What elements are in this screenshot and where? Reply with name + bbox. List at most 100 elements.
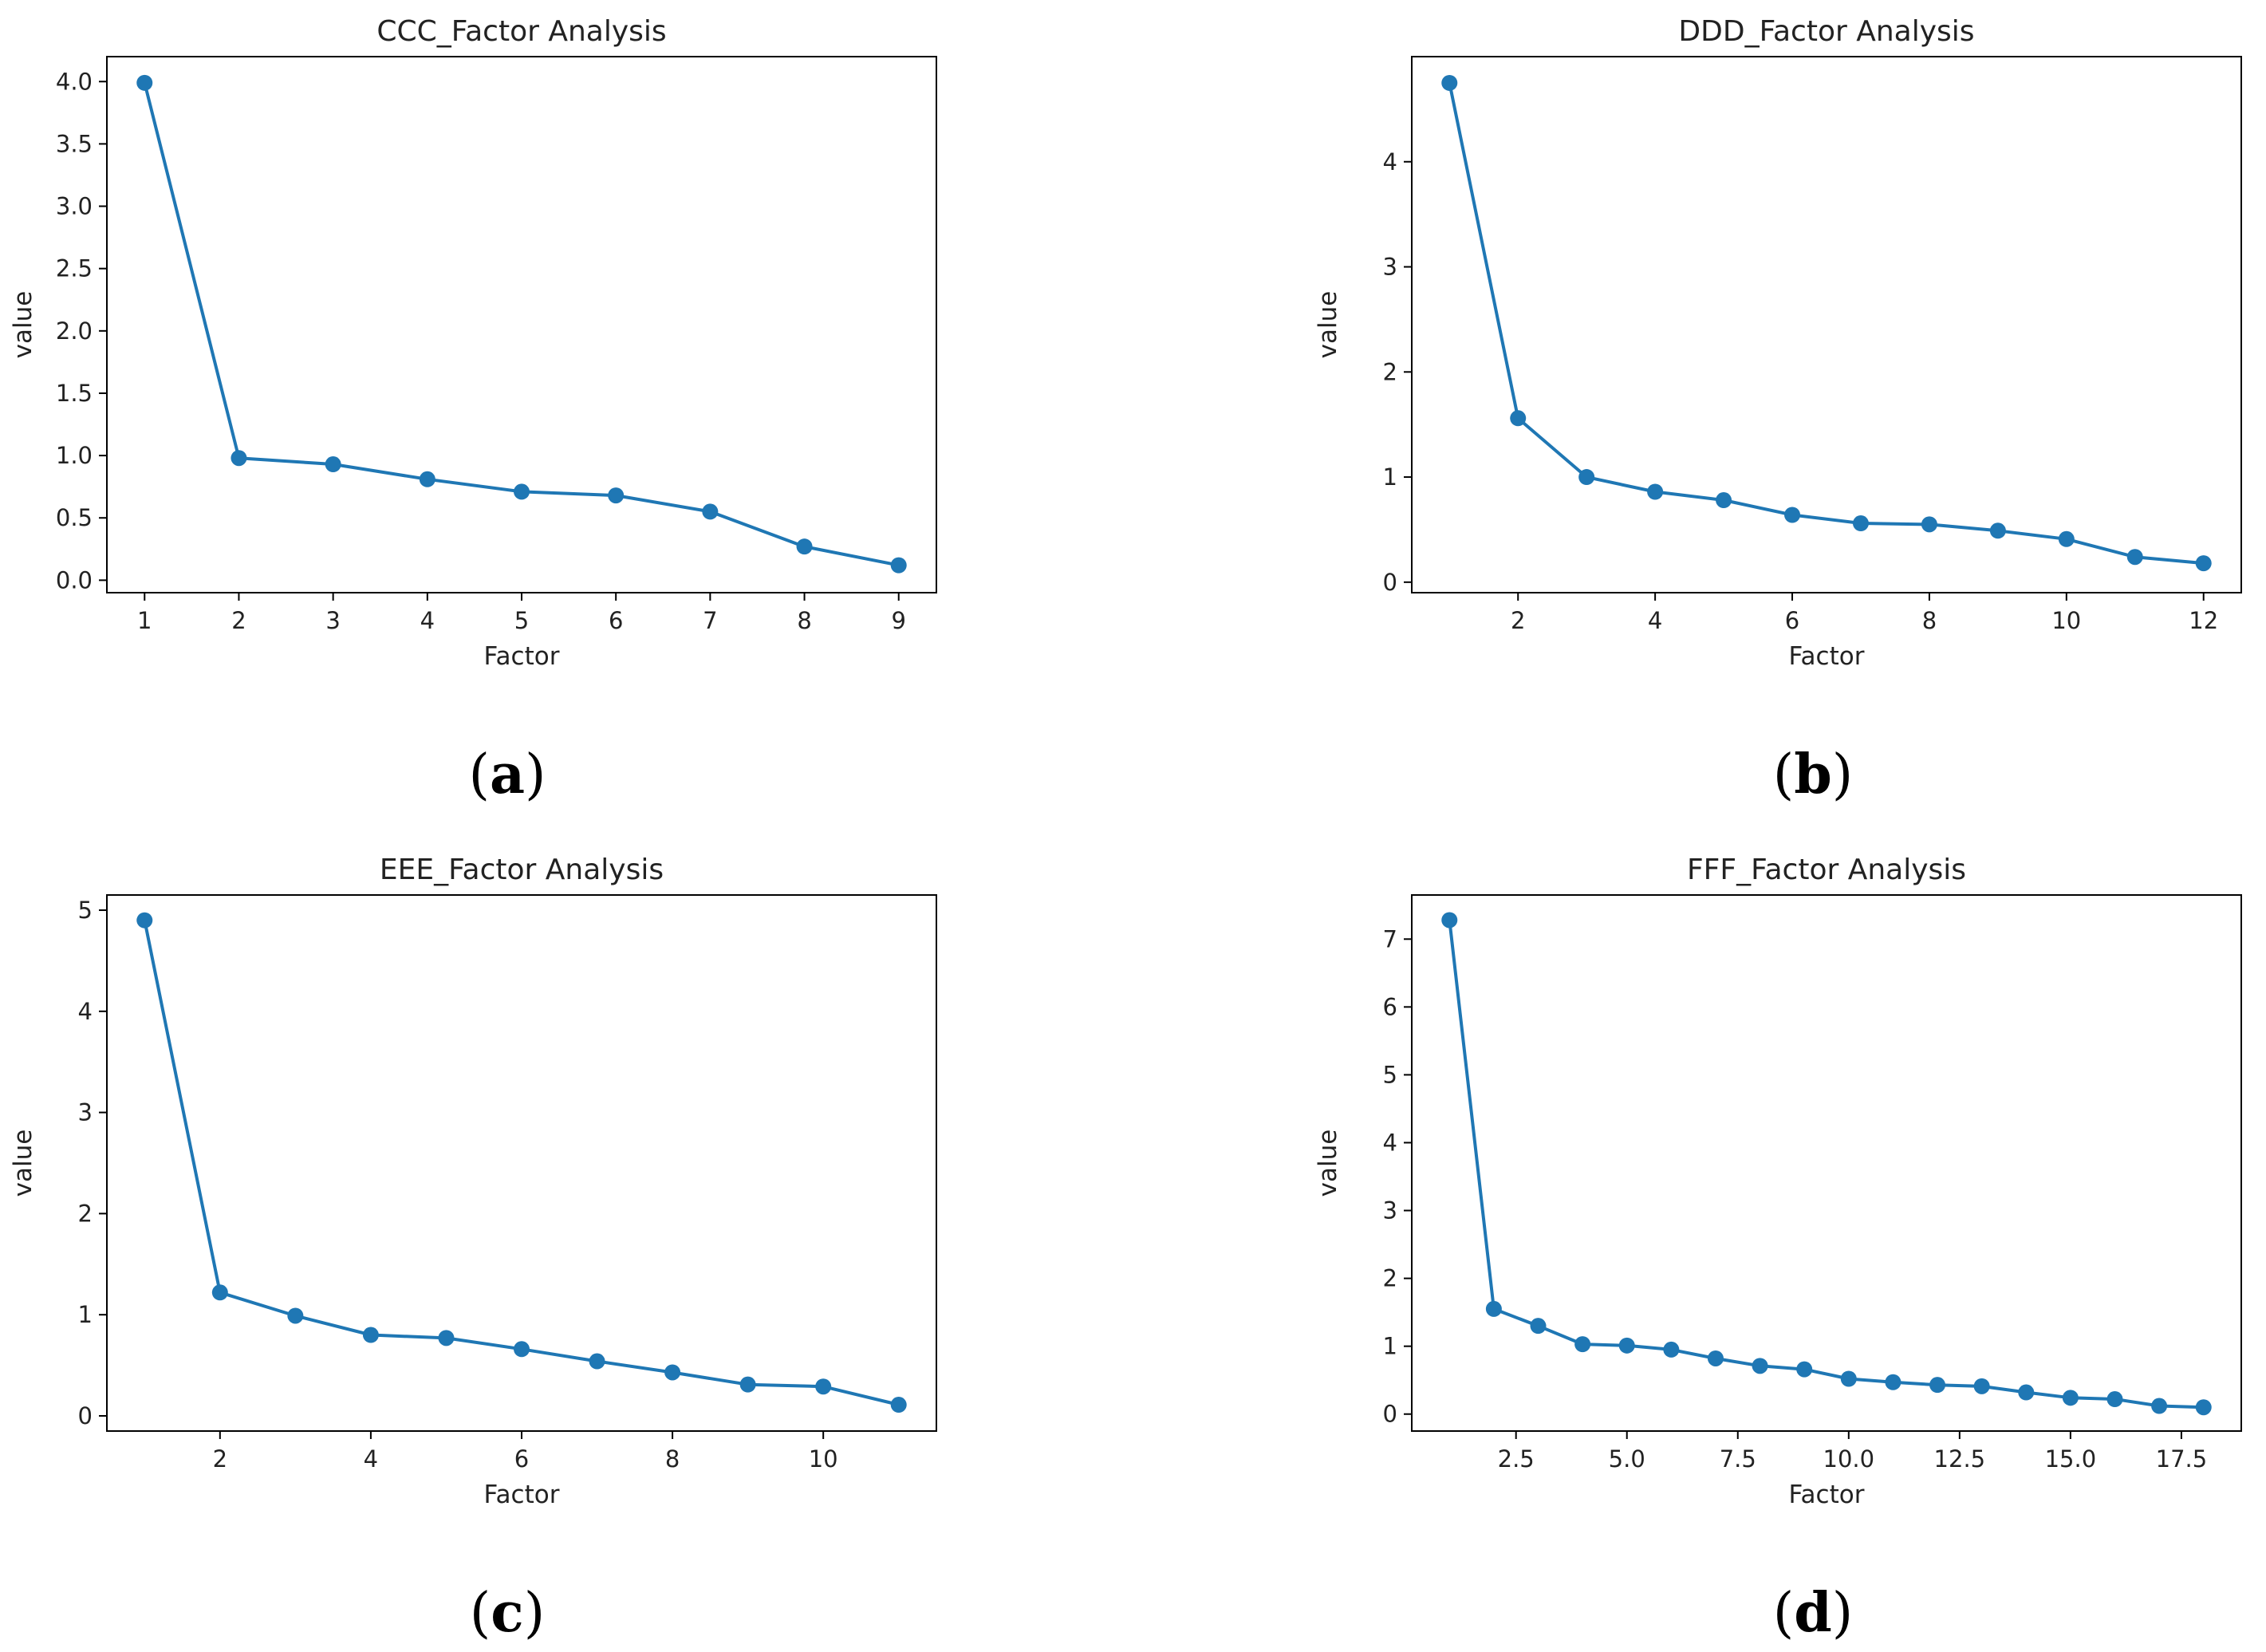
data-point [664, 1364, 681, 1381]
x-tick-label: 15.0 [2045, 1445, 2097, 1473]
data-point [1510, 410, 1527, 427]
y-tick-label: 1.5 [56, 380, 93, 407]
y-tick-label: 4 [1383, 1129, 1397, 1156]
y-tick-label: 5 [1383, 1061, 1397, 1088]
data-point [796, 538, 813, 555]
y-tick-label: 7 [1383, 925, 1397, 952]
data-point [2195, 555, 2212, 572]
y-tick-label: 1.0 [56, 442, 93, 469]
y-tick-label: 3 [1383, 1197, 1397, 1224]
x-tick-label: 4 [420, 607, 435, 634]
x-tick-label: 2 [213, 1445, 227, 1473]
y-tick-label: 5 [78, 897, 93, 924]
data-point [211, 1284, 228, 1301]
data-point [136, 74, 153, 91]
data-point [608, 487, 625, 504]
chart-panel-d: FFF_Factor Analysis Factor value 2.5 5.0 7… [1314, 854, 2242, 1645]
y-axis-label: value [1314, 1130, 1342, 1197]
data-point [2106, 1391, 2123, 1408]
data-point [1885, 1374, 1901, 1390]
chart-panel-c: EEE_Factor Analysis Factor value 2 4 6 8 10 0… [9, 854, 937, 1645]
y-tick-label: 1 [1383, 463, 1397, 491]
x-tick-label: 4 [1648, 607, 1662, 634]
data-point [514, 483, 530, 500]
data-point [1663, 1341, 1680, 1358]
data-point [739, 1376, 756, 1393]
chart-title: DDD_Factor Analysis [1678, 15, 1974, 48]
y-tick-label: 2.0 [56, 317, 93, 345]
x-axis-label: Factor [1789, 642, 1865, 671]
x-axis-label: Factor [484, 1480, 560, 1509]
y-axis-label: value [9, 291, 37, 359]
data-point [362, 1327, 379, 1343]
y-tick-label: 0.5 [56, 504, 93, 531]
panel-caption: (c) [470, 1581, 545, 1645]
x-tick-label: 10 [2051, 607, 2081, 634]
data-point [1530, 1318, 1547, 1335]
data-point [1707, 1350, 1724, 1366]
panel-caption: (d) [1773, 1581, 1854, 1645]
x-tick-label: 4 [364, 1445, 378, 1473]
y-tick-label: 2 [1383, 358, 1397, 385]
data-point [1840, 1370, 1857, 1387]
x-tick-label: 12.5 [1934, 1445, 1986, 1473]
y-tick-label: 1 [1383, 1333, 1397, 1360]
y-tick-label: 4 [78, 998, 93, 1025]
data-point [1796, 1361, 1813, 1378]
x-axis-label: Factor [484, 642, 560, 671]
data-point [1929, 1377, 1946, 1394]
y-tick-label: 3 [1383, 254, 1397, 281]
data-point [2062, 1390, 2079, 1406]
data-point [514, 1341, 530, 1358]
data-point [1973, 1378, 1990, 1394]
data-point [1441, 74, 1458, 91]
panel-caption-letter: d [1794, 1581, 1832, 1645]
data-point [287, 1307, 304, 1324]
data-point [1921, 516, 1937, 533]
y-tick-label: 3 [78, 1099, 93, 1126]
x-tick-label: 7.5 [1720, 1445, 1756, 1473]
data-point [1716, 492, 1732, 509]
data-point [1852, 515, 1869, 532]
x-tick-label: 12 [2189, 607, 2218, 634]
y-tick-label: 2 [1383, 1265, 1397, 1292]
x-tick-label: 6 [1785, 607, 1799, 634]
y-tick-label: 6 [1383, 993, 1397, 1020]
x-axis-label: Factor [1789, 1480, 1865, 1509]
series-line [1448, 82, 2204, 566]
y-tick-label: 0 [78, 1402, 93, 1429]
x-tick-label: 8 [797, 607, 811, 634]
x-tick-label: 6 [609, 607, 623, 634]
x-tick-label: 8 [1922, 607, 1937, 634]
panel-caption: (a) [468, 743, 546, 806]
data-point [815, 1378, 832, 1395]
data-point [2018, 1384, 2035, 1401]
y-tick-label: 1 [78, 1301, 93, 1328]
y-tick-label: 4.0 [56, 68, 93, 95]
data-point [231, 450, 247, 467]
y-tick-label: 3.0 [56, 193, 93, 220]
x-tick-label: 5.0 [1609, 1445, 1645, 1473]
data-point [702, 503, 719, 520]
data-point [325, 456, 341, 473]
data-point [2195, 1399, 2212, 1416]
data-point [1578, 469, 1595, 486]
x-tick-label: 5 [514, 607, 529, 634]
y-axis-label: value [9, 1130, 37, 1197]
x-tick-label: 9 [892, 607, 906, 634]
data-point [589, 1353, 605, 1370]
data-point [136, 912, 153, 929]
x-tick-label: 8 [665, 1445, 680, 1473]
x-tick-label: 7 [703, 607, 717, 634]
x-tick-label: 3 [325, 607, 340, 634]
y-tick-label: 2.5 [56, 255, 93, 282]
chart-title: FFF_Factor Analysis [1687, 854, 1966, 886]
x-tick-label: 10 [809, 1445, 838, 1473]
y-tick-label: 0 [1383, 569, 1397, 596]
chart-panel-a: CCC_Factor Analysis Factor value 1 2 3 4 5 6 7… [9, 15, 937, 806]
plot-frame [1411, 894, 2242, 1432]
x-tick-label: 2.5 [1498, 1445, 1535, 1473]
y-tick-label: 4 [1383, 148, 1397, 175]
plot-frame [1411, 56, 2242, 593]
